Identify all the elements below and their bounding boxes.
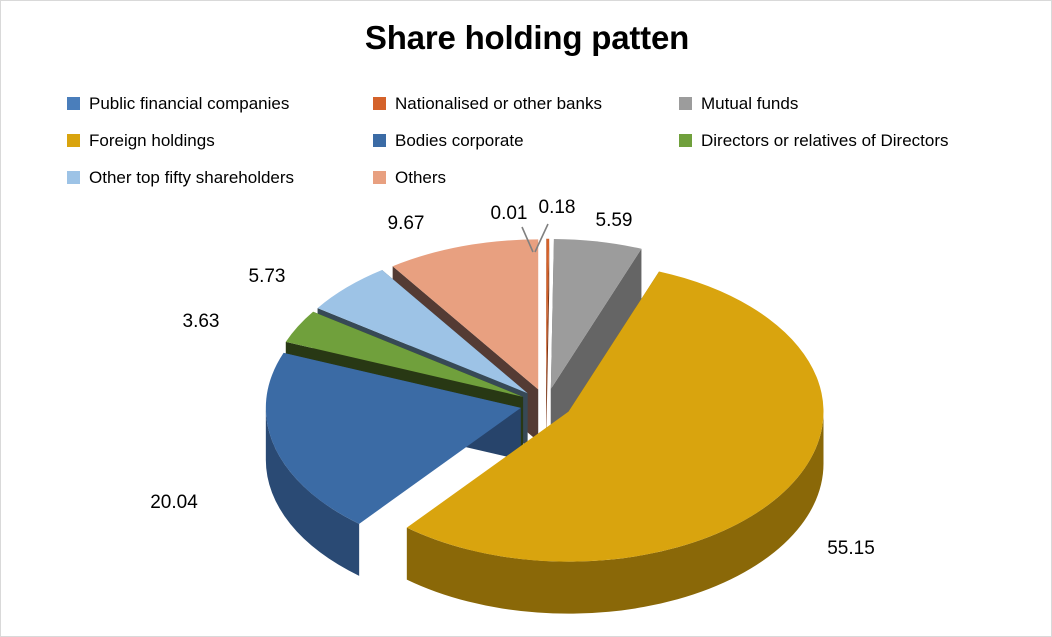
label-foreign-holdings: 55.15 [827,538,875,559]
label-public-financial-companies: 0.01 [491,203,528,224]
legend-swatch-icon [373,134,386,147]
legend-item-bodies-corporate[interactable]: Bodies corporate [373,131,679,151]
label-bodies-corporate: 20.04 [150,492,198,513]
legend-item-directors-or-relatives-of-directors[interactable]: Directors or relatives of Directors [679,131,989,151]
pie-slice-foreign-holdings[interactable] [406,271,824,562]
legend-swatch-icon [67,97,80,110]
pie-slice-rim-foreign-holdings[interactable] [406,411,824,614]
legend-label: Nationalised or other banks [395,93,602,113]
pie-slice-directors-or-relatives-of-directors[interactable] [285,311,524,397]
pie-slice-other-top-fifty-shareholders[interactable] [317,270,528,394]
label-nationalised-or-other-banks: 0.18 [539,197,576,218]
legend-label: Public financial companies [89,93,290,113]
label-mutual-funds: 5.59 [596,210,633,231]
pie-slices-group [265,238,824,614]
pie-slice-side-mutual-funds-1[interactable] [550,248,642,441]
legend-swatch-icon [679,97,692,110]
pie-chart-svg: 0.01 0.18 5.59 55.15 20.04 3.63 5.73 9.67 [150,197,875,614]
legend-swatch-icon [67,171,80,184]
pie-slice-rim-bodies-corporate[interactable] [265,407,360,576]
pie-slice-side-nationalised-or-other-banks-1[interactable] [546,238,550,441]
pie-slice-others[interactable] [392,239,539,390]
legend-swatch-icon [373,171,386,184]
legend-swatch-icon [679,134,692,147]
pie-data-labels-group: 0.01 0.18 5.59 55.15 20.04 3.63 5.73 9.67 [150,197,875,559]
legend-label: Directors or relatives of Directors [701,130,949,150]
legend-item-mutual-funds[interactable]: Mutual funds [679,94,989,114]
pie-slice-bodies-corporate[interactable] [265,352,521,524]
label-other-top-fifty: 5.73 [249,266,286,287]
legend-label: Foreign holdings [89,130,215,150]
legend-item-nationalised-or-other-banks[interactable]: Nationalised or other banks [373,94,679,114]
label-others: 9.67 [388,213,425,234]
legend-item-others[interactable]: Others [373,168,679,188]
pie-chart-plot-area: 0.01 0.18 5.59 55.15 20.04 3.63 5.73 9.67 [1,186,1051,636]
legend-label: Mutual funds [701,93,799,113]
legend-item-other-top-fifty-shareholders[interactable]: Other top fifty shareholders [67,168,373,188]
chart-legend: Public financial companies Nationalised … [67,85,997,196]
legend-item-foreign-holdings[interactable]: Foreign holdings [67,131,373,151]
legend-swatch-icon [373,97,386,110]
chart-title: Share holding patten [364,19,690,56]
pie-slice-mutual-funds[interactable] [550,238,642,389]
legend-swatch-icon [67,134,80,147]
leader-lines-group [521,223,549,253]
legend-item-public-financial-companies[interactable]: Public financial companies [67,94,373,114]
leader-line-nationalised-or-other-banks [534,223,549,253]
pie-slice-nationalised-or-other-banks[interactable] [546,238,550,389]
legend-label: Others [395,167,447,187]
label-directors-or-relatives: 3.63 [183,311,220,332]
legend-label: Bodies corporate [395,130,524,150]
leader-line-public-financial-companies [521,226,534,253]
legend-label: Other top fifty shareholders [89,167,295,187]
